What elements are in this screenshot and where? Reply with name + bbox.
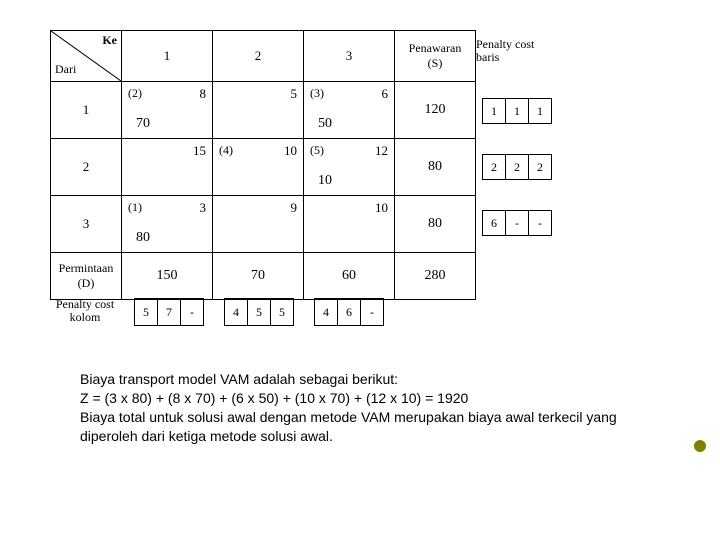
alloc: 80 (136, 230, 150, 246)
cost: 8 (200, 86, 207, 102)
pen-r3-0: 6 (483, 211, 506, 236)
pen-r1-0: 1 (483, 99, 506, 124)
pen-c3-0: 4 (315, 299, 338, 326)
dest-3-header: 3 (304, 31, 395, 82)
demand-label-text1: Permintaan (51, 261, 121, 276)
supply-3: 80 (395, 196, 476, 253)
penalty-col-3: 4 6 - (314, 298, 384, 326)
pen-r2-0: 2 (483, 155, 506, 180)
alloc: 10 (318, 173, 332, 189)
transport-table: Ke Dari 1 2 3 Penawaran (S) 1 (2) 8 70 5 (50, 30, 476, 300)
dest-2-header: 2 (213, 31, 304, 82)
demand-3: 60 (304, 253, 395, 300)
penalty-row-label: Penalty cost baris (476, 38, 546, 64)
cost: 9 (291, 200, 298, 216)
dest-1-header: 1 (122, 31, 213, 82)
row-2-label: 2 (51, 139, 122, 196)
cost: 3 (200, 200, 207, 216)
pen-c2-1: 5 (248, 299, 271, 326)
cost: 10 (375, 200, 388, 216)
corner-cell: Ke Dari (51, 31, 122, 82)
pen-c3-1: 6 (338, 299, 361, 326)
pen-c1-1: 7 (158, 299, 181, 326)
demand-label: Permintaan (D) (51, 253, 122, 300)
cost: 12 (375, 143, 388, 159)
ke-label: Ke (102, 33, 117, 48)
supply-1: 120 (395, 82, 476, 139)
cell-1-2: 5 (213, 82, 304, 139)
cell-3-2: 9 (213, 196, 304, 253)
alloc: 70 (136, 116, 150, 132)
pen-r3-1: - (506, 211, 529, 236)
cost: 10 (284, 143, 297, 159)
pen-r3-2: - (529, 211, 552, 236)
supply-header: Penawaran (S) (395, 31, 476, 82)
pen-c3-2: - (361, 299, 384, 326)
pen-r1-2: 1 (529, 99, 552, 124)
order: (2) (128, 86, 142, 101)
penalty-col-2: 4 5 5 (224, 298, 294, 326)
supply-header-text1: Penawaran (395, 41, 475, 56)
demand-label-text2: (D) (51, 276, 121, 291)
alloc: 50 (318, 116, 332, 132)
row-1-label: 1 (51, 82, 122, 139)
corner-bullet-icon (694, 440, 706, 452)
caption-line-2: Z = (3 x 80) + (8 x 70) + (6 x 50) + (10… (80, 389, 670, 408)
cost: 6 (382, 86, 389, 102)
total: 280 (395, 253, 476, 300)
supply-2: 80 (395, 139, 476, 196)
pen-r1-1: 1 (506, 99, 529, 124)
cost: 5 (291, 86, 298, 102)
pen-c1-2: - (181, 299, 204, 326)
caption-block: Biaya transport model VAM adalah sebagai… (80, 370, 670, 446)
pen-c2-0: 4 (225, 299, 248, 326)
supply-header-text2: (S) (395, 56, 475, 71)
order: (4) (219, 143, 233, 158)
cell-3-3: 10 (304, 196, 395, 253)
penalty-col-label: Penalty cost kolom (50, 298, 120, 324)
order: (5) (310, 143, 324, 158)
caption-line-1: Biaya transport model VAM adalah sebagai… (80, 370, 670, 389)
dari-label: Dari (55, 62, 76, 77)
penalty-col-1: 5 7 - (134, 298, 204, 326)
pen-r2-1: 2 (506, 155, 529, 180)
caption-line-3: Biaya total untuk solusi awal dengan met… (80, 408, 670, 446)
cell-2-1: 15 (122, 139, 213, 196)
cell-1-3: (3) 6 50 (304, 82, 395, 139)
penalty-row-2: 2 2 2 (482, 154, 552, 180)
order: (3) (310, 86, 324, 101)
cell-1-1: (2) 8 70 (122, 82, 213, 139)
cost: 15 (193, 143, 206, 159)
order: (1) (128, 200, 142, 215)
penalty-row-1: 1 1 1 (482, 98, 552, 124)
pen-c1-0: 5 (135, 299, 158, 326)
demand-2: 70 (213, 253, 304, 300)
vam-figure: Ke Dari 1 2 3 Penawaran (S) 1 (2) 8 70 5 (50, 30, 650, 350)
cell-2-3: (5) 12 10 (304, 139, 395, 196)
cell-2-2: (4) 10 (213, 139, 304, 196)
pen-c2-2: 5 (271, 299, 294, 326)
pen-r2-2: 2 (529, 155, 552, 180)
demand-1: 150 (122, 253, 213, 300)
penalty-row-3: 6 - - (482, 210, 552, 236)
row-3-label: 3 (51, 196, 122, 253)
cell-3-1: (1) 3 80 (122, 196, 213, 253)
